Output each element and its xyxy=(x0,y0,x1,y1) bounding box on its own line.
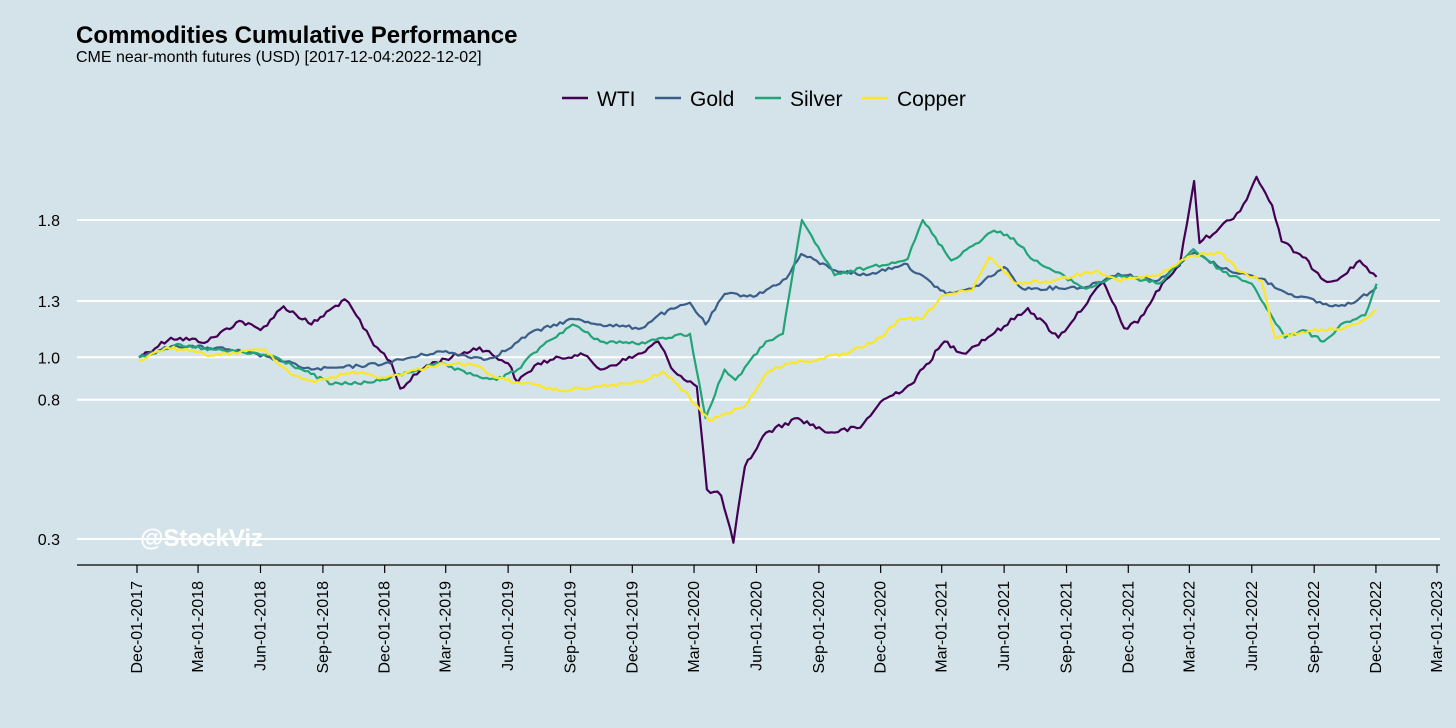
y-tick-label: 1.0 xyxy=(38,350,60,367)
x-tick-label: Sep-01-2021 xyxy=(1059,581,1076,674)
x-tick-label: Sep-01-2019 xyxy=(563,581,580,674)
grid xyxy=(77,219,1440,540)
series-lines xyxy=(138,175,1378,544)
x-tick-label: Jun-01-2020 xyxy=(748,581,765,671)
x-tick-label: Dec-01-2020 xyxy=(873,581,890,674)
legend: WTI Gold Silver Copper xyxy=(562,88,966,111)
legend-label-gold: Gold xyxy=(690,88,734,111)
y-axis: 0.3 0.8 1.0 1.3 1.8 xyxy=(38,213,60,549)
chart-subtitle: CME near-month futures (USD) [2017-12-04… xyxy=(76,49,482,66)
x-tick-label: Jun-01-2022 xyxy=(1244,581,1261,671)
x-tick-label: Mar-01-2023 xyxy=(1429,581,1446,673)
x-tick-label: Dec-01-2019 xyxy=(624,581,641,674)
x-tick-label: Sep-01-2018 xyxy=(315,581,332,674)
legend-label-copper: Copper xyxy=(897,88,966,111)
x-tick-label: Mar-01-2022 xyxy=(1181,581,1198,673)
series-line-copper xyxy=(138,251,1378,422)
legend-label-wti: WTI xyxy=(597,88,635,111)
watermark-text: @StockViz xyxy=(140,525,263,552)
legend-label-silver: Silver xyxy=(790,88,843,111)
x-tick-label: Jun-01-2019 xyxy=(500,581,517,671)
y-tick-label: 0.8 xyxy=(38,393,60,410)
x-tick-label: Dec-01-2017 xyxy=(129,581,146,674)
x-tick-label: Mar-01-2019 xyxy=(438,581,455,673)
watermark: @StockViz xyxy=(140,525,263,552)
x-tick-label: Mar-01-2021 xyxy=(934,581,951,673)
y-tick-label: 0.3 xyxy=(38,532,60,549)
x-tick-label: Jun-01-2021 xyxy=(996,581,1013,671)
x-tick-label: Dec-01-2022 xyxy=(1368,581,1385,674)
x-tick-label: Dec-01-2021 xyxy=(1120,581,1137,674)
series-line-silver xyxy=(138,218,1378,420)
x-tick-label: Mar-01-2018 xyxy=(190,581,207,673)
x-tick-label: Mar-01-2020 xyxy=(686,581,703,673)
y-tick-label: 1.3 xyxy=(38,294,60,311)
x-tick-label: Sep-01-2020 xyxy=(811,581,828,674)
y-tick-label: 1.8 xyxy=(38,213,60,230)
x-tick-label: Jun-01-2018 xyxy=(252,581,269,671)
x-tick-label: Dec-01-2018 xyxy=(377,581,394,674)
x-axis: Dec-01-2017 Mar-01-2018 Jun-01-2018 Sep-01-… xyxy=(77,564,1446,674)
chart-title: Commodities Cumulative Performance xyxy=(76,22,517,49)
x-tick-label: Sep-01-2022 xyxy=(1306,581,1323,674)
series-line-wti xyxy=(138,175,1378,544)
